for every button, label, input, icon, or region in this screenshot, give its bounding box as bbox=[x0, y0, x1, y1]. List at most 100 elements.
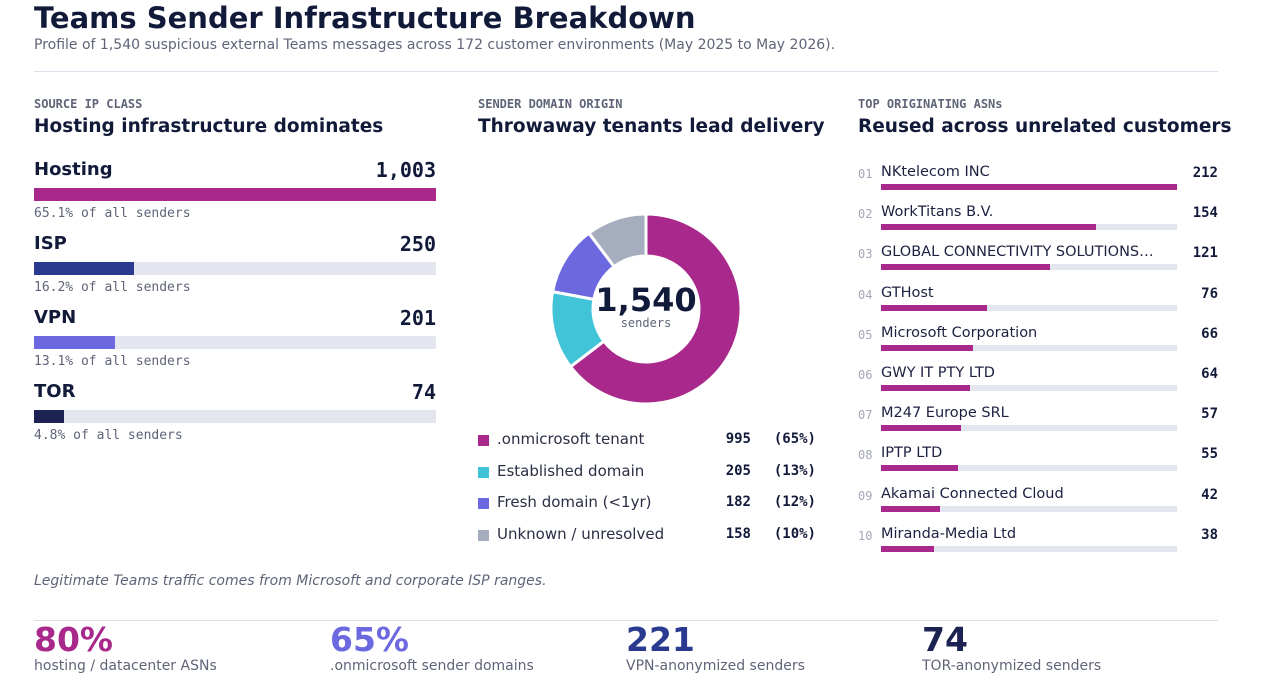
ip-class-share: 4.8% of all senders bbox=[34, 428, 183, 443]
legend-count: 182 bbox=[725, 494, 751, 511]
ip-class-count: 201 bbox=[399, 306, 436, 330]
legend-percent: (10%) bbox=[773, 526, 816, 543]
ip-class-count: 1,003 bbox=[375, 158, 436, 182]
asn-row: 08 IPTP LTD 55 bbox=[858, 444, 1218, 484]
ip-class-share: 65.1% of all senders bbox=[34, 206, 191, 221]
asn-count: 66 bbox=[1201, 325, 1218, 342]
asn-name: NKtelecom INC bbox=[881, 164, 990, 180]
ip-class-label: VPN bbox=[34, 307, 77, 328]
asn-name: Microsoft Corporation bbox=[881, 324, 1038, 341]
legend-label: Fresh domain (<1yr) bbox=[497, 493, 652, 512]
asn-row: 07 M247 Europe SRL 57 bbox=[858, 404, 1218, 444]
ip-class-bar bbox=[34, 262, 135, 275]
asn-rank: 02 bbox=[858, 207, 873, 222]
domain-origin-kicker: SENDER DOMAIN ORIGIN bbox=[478, 97, 623, 111]
asn-rank: 06 bbox=[858, 368, 873, 382]
asn-bar bbox=[881, 465, 958, 472]
kpi-value: 65% bbox=[330, 620, 409, 659]
kpi-label: hosting / datacenter ASNs bbox=[34, 658, 217, 674]
asn-count: 55 bbox=[1201, 446, 1218, 463]
ip-class-count: 74 bbox=[411, 380, 436, 404]
asn-row: 02 WorkTitans B.V. 154 bbox=[858, 203, 1218, 243]
kpi-label: TOR-anonymized senders bbox=[922, 658, 1102, 674]
ip-class-row: ISP 250 16.2% of all senders bbox=[34, 232, 436, 307]
asn-rank: 03 bbox=[858, 247, 873, 262]
bottom-divider bbox=[34, 620, 1218, 621]
asn-row: 09 Akamai Connected Cloud 42 bbox=[858, 485, 1218, 525]
ip-class-kicker: SOURCE IP CLASS bbox=[34, 97, 143, 111]
asn-bar bbox=[881, 545, 935, 552]
asn-count: 64 bbox=[1201, 366, 1218, 382]
donut-slice bbox=[586, 212, 648, 269]
ip-class-row: VPN 201 13.1% of all senders bbox=[34, 306, 436, 381]
legend-percent: (13%) bbox=[773, 462, 816, 479]
asn-bar bbox=[881, 385, 971, 391]
domain-origin-donut-chart bbox=[549, 212, 743, 406]
asn-bar-track bbox=[881, 344, 1177, 351]
ip-class-bar-track bbox=[34, 188, 436, 201]
asn-bar-track bbox=[881, 304, 1177, 311]
asn-rank: 07 bbox=[858, 408, 873, 423]
ip-class-label: TOR bbox=[34, 381, 76, 402]
asn-rank: 09 bbox=[858, 488, 873, 503]
asn-bar-track bbox=[881, 505, 1177, 512]
legend-swatch bbox=[478, 498, 489, 510]
legend-count: 995 bbox=[725, 431, 751, 447]
legend-swatch bbox=[478, 530, 489, 542]
asn-rank: 04 bbox=[858, 287, 873, 302]
donut-center-value: 1,540 bbox=[595, 281, 697, 319]
asn-name: GWY IT PTY LTD bbox=[881, 365, 995, 381]
top-divider bbox=[34, 71, 1218, 72]
footnote: Legitimate Teams traffic comes from Micr… bbox=[34, 573, 547, 589]
asn-name: Akamai Connected Cloud bbox=[881, 485, 1064, 502]
legend-label: Established domain bbox=[497, 461, 645, 480]
asn-bar-track bbox=[881, 465, 1177, 472]
donut-slice bbox=[568, 212, 743, 406]
asn-name: IPTP LTD bbox=[881, 445, 943, 462]
ip-class-bar bbox=[34, 410, 64, 423]
donut-center-label: senders bbox=[620, 316, 672, 330]
asn-rank: 08 bbox=[858, 448, 873, 463]
asn-bar bbox=[881, 184, 1177, 190]
legend-label: .onmicrosoft tenant bbox=[497, 430, 645, 448]
legend-percent: (65%) bbox=[773, 431, 816, 447]
asn-row: 05 Microsoft Corporation 66 bbox=[858, 324, 1218, 364]
kpi-card: 80% hosting / datacenter ASNs bbox=[34, 620, 324, 680]
asn-name: WorkTitans B.V. bbox=[881, 204, 994, 221]
asn-bar bbox=[881, 264, 1050, 271]
legend-item: Established domain 205 (13%) bbox=[478, 462, 818, 482]
kpi-card: 74 TOR-anonymized senders bbox=[922, 620, 1212, 680]
asn-bar-track bbox=[881, 264, 1177, 271]
asn-name: Miranda-Media Ltd bbox=[881, 525, 1017, 542]
asn-rank: 05 bbox=[858, 327, 873, 342]
page-subtitle: Profile of 1,540 suspicious external Tea… bbox=[34, 37, 836, 53]
ip-class-bar bbox=[34, 336, 115, 349]
asn-count: 38 bbox=[1201, 526, 1218, 543]
ip-class-heading: Hosting infrastructure dominates bbox=[34, 116, 384, 137]
legend-swatch bbox=[478, 435, 489, 446]
ip-class-share: 16.2% of all senders bbox=[34, 280, 191, 295]
ip-class-label: ISP bbox=[34, 233, 67, 254]
ip-class-row: Hosting 1,003 65.1% of all senders bbox=[34, 158, 436, 233]
asn-count: 212 bbox=[1192, 165, 1218, 181]
asn-bar bbox=[881, 425, 961, 432]
asn-bar bbox=[881, 344, 974, 351]
asn-bar-track bbox=[881, 224, 1177, 231]
asn-count: 154 bbox=[1192, 205, 1218, 222]
asn-bar-track bbox=[881, 545, 1177, 552]
ip-class-bar bbox=[34, 188, 436, 201]
domain-origin-heading: Throwaway tenants lead delivery bbox=[478, 116, 825, 137]
legend-count: 205 bbox=[725, 462, 751, 479]
asn-rank: 10 bbox=[858, 528, 873, 543]
ip-class-count: 250 bbox=[399, 232, 436, 256]
asn-row: 04 GTHost 76 bbox=[858, 284, 1218, 324]
asn-count: 121 bbox=[1192, 245, 1218, 262]
legend-item: Fresh domain (<1yr) 182 (12%) bbox=[478, 493, 818, 513]
ip-class-share: 13.1% of all senders bbox=[34, 354, 191, 369]
kpi-label: VPN-anonymized senders bbox=[626, 658, 805, 674]
kpi-value: 221 bbox=[626, 620, 695, 659]
asn-bar-track bbox=[881, 184, 1177, 190]
asn-bar bbox=[881, 224, 1097, 231]
page-title: Teams Sender Infrastructure Breakdown bbox=[34, 1, 696, 35]
asn-count: 76 bbox=[1201, 285, 1218, 302]
